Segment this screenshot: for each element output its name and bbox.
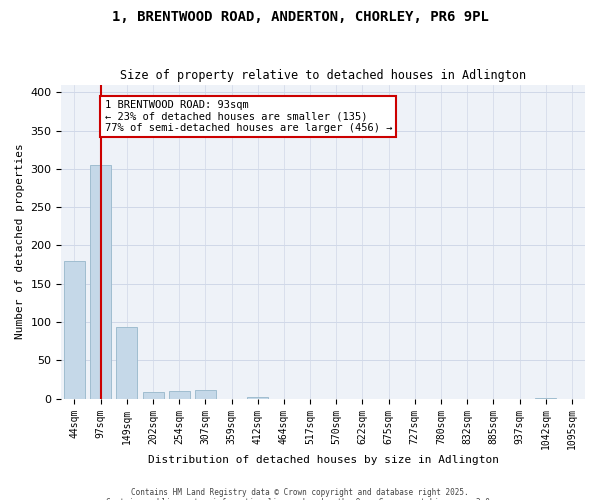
- Text: Contains public sector information licensed under the Open Government Licence v.: Contains public sector information licen…: [106, 498, 494, 500]
- Text: Contains HM Land Registry data © Crown copyright and database right 2025.: Contains HM Land Registry data © Crown c…: [131, 488, 469, 497]
- Text: 1 BRENTWOOD ROAD: 93sqm
← 23% of detached houses are smaller (135)
77% of semi-d: 1 BRENTWOOD ROAD: 93sqm ← 23% of detache…: [104, 100, 392, 133]
- Bar: [247, 397, 268, 398]
- Text: 1, BRENTWOOD ROAD, ANDERTON, CHORLEY, PR6 9PL: 1, BRENTWOOD ROAD, ANDERTON, CHORLEY, PR…: [112, 10, 488, 24]
- Bar: [116, 328, 137, 398]
- Bar: [195, 390, 216, 398]
- Bar: [90, 165, 111, 398]
- X-axis label: Distribution of detached houses by size in Adlington: Distribution of detached houses by size …: [148, 455, 499, 465]
- Y-axis label: Number of detached properties: Number of detached properties: [15, 144, 25, 340]
- Title: Size of property relative to detached houses in Adlington: Size of property relative to detached ho…: [120, 69, 526, 82]
- Bar: [143, 392, 164, 398]
- Bar: [169, 391, 190, 398]
- Bar: [64, 260, 85, 398]
